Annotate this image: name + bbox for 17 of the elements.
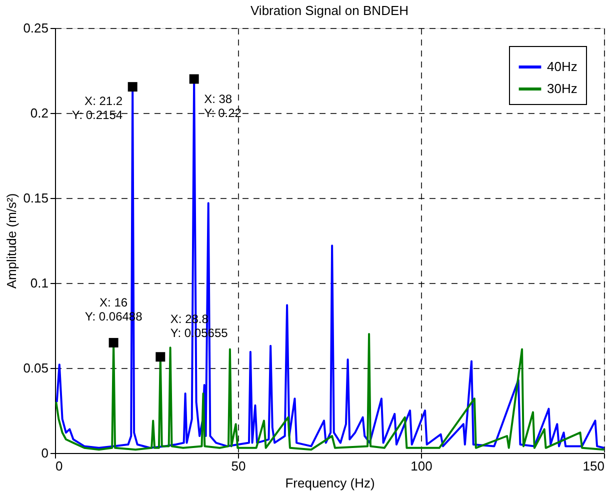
annotation: X: 38 Y: 0.22	[204, 92, 242, 120]
x-axis-title: Frequency (Hz)	[285, 476, 375, 490]
y-tick-label: 0.15	[23, 190, 48, 206]
x-tick-label: 150	[582, 458, 604, 474]
y-axis-title: Amplitude (m/s²)	[4, 193, 20, 289]
y-tick-label: 0.2	[30, 106, 48, 120]
x-tick-label: 50	[231, 458, 246, 474]
legend-label: 40Hz	[547, 59, 578, 74]
y-tick-label: 0.05	[23, 360, 48, 376]
x-tick-label: 100	[410, 458, 432, 474]
y-tick-label: 0.25	[23, 20, 48, 36]
legend-label: 30Hz	[547, 81, 578, 96]
x-tick-label: 0	[56, 458, 63, 474]
y-tick-label: 0	[41, 446, 48, 460]
annotation: X: 21.2 Y: 0.2154	[72, 94, 123, 122]
y-tick-label: 0.1	[30, 276, 48, 290]
chart-title: Vibration Signal on BNDEH	[250, 3, 409, 18]
